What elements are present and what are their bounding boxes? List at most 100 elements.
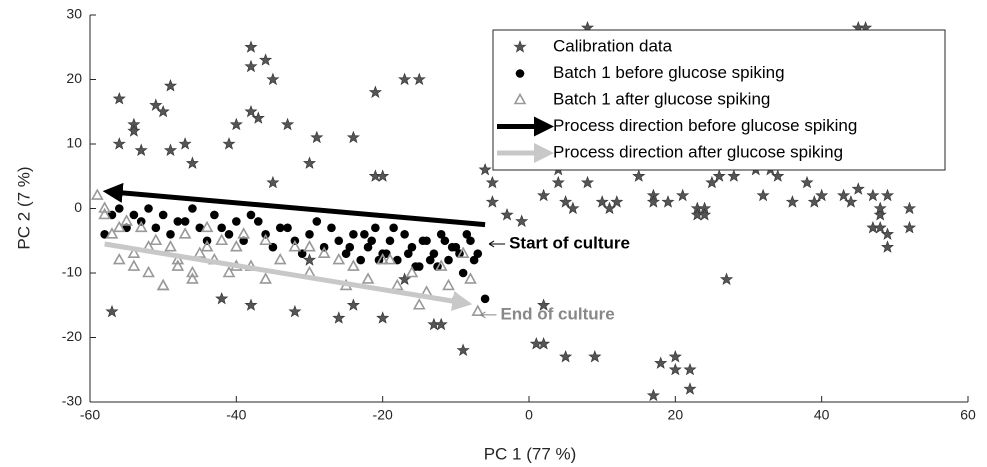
- legend-label: Batch 1 before glucose spiking: [553, 63, 785, 82]
- circle-point: [473, 249, 483, 258]
- circle-point: [144, 204, 153, 213]
- star-point: [676, 188, 690, 202]
- triangle-point: [127, 246, 141, 258]
- triangle-point: [237, 227, 251, 239]
- triangle-point: [200, 220, 214, 233]
- circle-point: [275, 223, 285, 233]
- circle-point: [166, 230, 175, 239]
- y-tick-label: -30: [62, 393, 82, 409]
- circle-point: [389, 223, 398, 233]
- triangle-point: [317, 246, 331, 258]
- annotation: End of culture: [500, 304, 614, 323]
- triangle-point: [303, 240, 316, 252]
- y-tick-label: -20: [62, 328, 82, 344]
- x-tick-label: -20: [373, 407, 393, 423]
- circle-point: [393, 255, 402, 265]
- star-point: [559, 195, 573, 208]
- legend-label: Calibration data: [553, 36, 673, 55]
- star-point: [500, 208, 514, 221]
- triangle-point: [112, 252, 126, 265]
- star-point: [244, 40, 258, 53]
- star-point: [719, 272, 734, 285]
- star-point: [244, 59, 258, 73]
- star-point: [705, 175, 719, 189]
- circle-point: [305, 230, 314, 239]
- triangle-point: [259, 233, 272, 246]
- triangle-point: [105, 227, 119, 239]
- circle-point: [345, 242, 355, 252]
- star-point: [134, 143, 148, 156]
- star-point: [646, 388, 660, 402]
- star-point: [837, 188, 851, 202]
- star-point: [844, 195, 858, 208]
- star-point: [376, 311, 390, 324]
- circle-point: [360, 230, 369, 239]
- triangle-point: [98, 207, 111, 220]
- circle-point: [458, 268, 468, 278]
- x-tick-label: 20: [668, 407, 684, 423]
- triangle-point: [98, 201, 111, 213]
- triangle-point: [171, 252, 185, 265]
- circle-point: [283, 223, 292, 233]
- y-tick-label: 20: [66, 70, 82, 86]
- triangle-point: [142, 265, 155, 278]
- star-point: [559, 350, 573, 363]
- star-point: [529, 337, 543, 350]
- circle-point: [224, 230, 234, 239]
- star-point: [127, 124, 141, 137]
- circle-point: [466, 236, 475, 246]
- y-tick-label: 10: [66, 135, 82, 151]
- triangle-point: [186, 265, 199, 278]
- star-point: [588, 350, 602, 363]
- circle-point: [232, 217, 241, 226]
- circle-point: [114, 204, 124, 213]
- circle-point: [246, 210, 256, 220]
- circle-point: [400, 230, 409, 239]
- triangle-point: [347, 259, 360, 271]
- circle-point: [122, 223, 131, 233]
- circle-point: [210, 210, 219, 220]
- star-point: [244, 298, 258, 311]
- circle-point: [312, 217, 322, 226]
- circle-point: [469, 255, 479, 265]
- triangle-point: [288, 240, 302, 252]
- legend-label: Batch 1 after glucose spiking: [553, 89, 770, 108]
- star-point: [668, 350, 682, 363]
- star-point: [595, 195, 609, 208]
- triangle-point: [332, 252, 346, 265]
- star-point: [485, 195, 499, 208]
- star-point: [873, 220, 887, 234]
- triangle-point: [412, 298, 426, 310]
- star-point: [646, 195, 660, 208]
- circle-point: [480, 294, 490, 304]
- annotation: Start of culture: [509, 233, 630, 252]
- star-point: [513, 40, 527, 53]
- star-point: [346, 298, 360, 311]
- triangle-point: [164, 240, 177, 252]
- star-point: [632, 169, 646, 182]
- legend: Calibration data Batch 1 before glucose s…: [492, 29, 946, 171]
- circle-point: [217, 223, 226, 233]
- star-point: [112, 92, 126, 105]
- triangle-point: [229, 240, 243, 252]
- star-point: [105, 304, 119, 318]
- circle-point: [407, 242, 417, 252]
- triangle-point: [90, 188, 104, 200]
- triangle-point: [222, 265, 236, 278]
- star-point: [551, 175, 565, 189]
- star-point: [346, 130, 360, 144]
- circle-point: [129, 210, 139, 220]
- star-point: [580, 175, 595, 189]
- star-point: [515, 214, 529, 228]
- star-point: [698, 208, 712, 221]
- x-tick-label: 0: [525, 407, 533, 423]
- triangle-point: [171, 259, 185, 271]
- triangle-point: [112, 220, 126, 233]
- circle-point: [195, 223, 205, 233]
- star-point: [851, 182, 865, 195]
- circle-point: [425, 255, 435, 265]
- star-point: [683, 362, 697, 376]
- circle-point: [341, 249, 351, 258]
- triangle-point: [259, 272, 272, 284]
